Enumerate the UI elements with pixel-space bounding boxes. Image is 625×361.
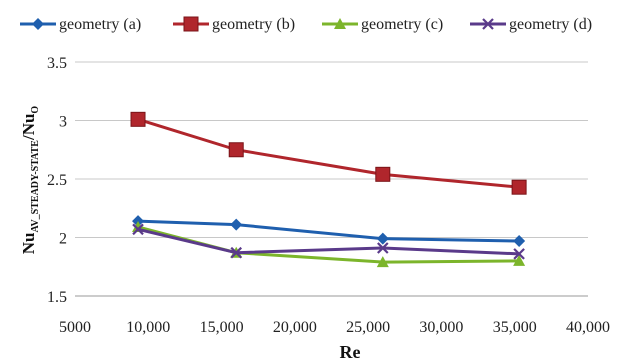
x-tick-label: 30,000 xyxy=(419,319,463,336)
data-point xyxy=(511,179,527,195)
data-point xyxy=(130,111,146,127)
marker-stroke xyxy=(230,246,243,259)
legend-marker xyxy=(183,16,199,32)
y-tick-label: 3.5 xyxy=(47,55,67,72)
series-group xyxy=(130,111,527,268)
series-d xyxy=(132,223,525,260)
y-axis-title-sep: /Nu xyxy=(19,114,38,141)
data-point xyxy=(513,254,526,266)
legend-marker xyxy=(32,18,44,30)
series-line xyxy=(137,227,520,256)
data-point xyxy=(230,246,243,259)
series-b xyxy=(130,111,527,195)
x-axis-title: Re xyxy=(340,342,361,361)
series-line xyxy=(137,117,520,189)
legend-label: geometry (d) xyxy=(509,16,592,33)
marker-stroke xyxy=(377,242,389,254)
legend-item-b: geometry (b) xyxy=(173,16,295,33)
x-tick-label: 25,000 xyxy=(346,319,390,336)
legend-label: geometry (c) xyxy=(361,16,443,33)
x-tick-label: 35,000 xyxy=(493,319,537,336)
data-point xyxy=(513,248,525,260)
data-point xyxy=(230,218,243,231)
x-tick-label: 40,000 xyxy=(566,319,610,336)
legend-marker xyxy=(334,18,346,29)
data-point xyxy=(132,223,144,236)
marker-stroke xyxy=(513,248,525,260)
x-axis-ticks: 5000 10,000 15,000 20,000 25,000 30,000 35,000… xyxy=(59,319,610,336)
marker-stroke xyxy=(132,223,144,236)
series-line xyxy=(137,219,520,243)
data-point xyxy=(377,242,389,254)
x-tick-label: 5000 xyxy=(59,319,91,336)
x-tick-label: 10,000 xyxy=(126,319,170,336)
y-tick-label: 1.5 xyxy=(47,289,67,306)
y-axis-title-sub2: O xyxy=(30,106,41,114)
x-tick-label: 20,000 xyxy=(273,319,317,336)
marker-stroke xyxy=(482,18,494,30)
legend-item-a: geometry (a) xyxy=(20,16,141,33)
y-axis-ticks: 1.5 2 2.5 3 3.5 xyxy=(47,55,67,306)
y-axis-title-main: Nu xyxy=(19,232,38,254)
series-c xyxy=(132,220,526,268)
gridlines xyxy=(75,61,588,297)
legend-item-d: geometry (d) xyxy=(470,16,592,33)
legend-label: geometry (a) xyxy=(59,16,141,33)
x-tick-label: 15,000 xyxy=(200,319,244,336)
data-point xyxy=(228,142,244,158)
data-point xyxy=(375,166,391,182)
data-point xyxy=(513,235,526,248)
y-axis-title: NuAV_STEADY-STATE/NuO xyxy=(19,106,41,255)
y-tick-label: 3 xyxy=(59,114,67,131)
y-tick-label: 2 xyxy=(59,231,67,248)
legend-label: geometry (b) xyxy=(212,16,295,33)
legend-item-c: geometry (c) xyxy=(322,16,443,33)
y-axis-title-sub: AV_STEADY-STATE xyxy=(30,140,41,233)
svg-text:NuAV_STEADY-STATE/NuO: NuAV_STEADY-STATE/NuO xyxy=(19,106,41,255)
legend-marker xyxy=(482,18,494,30)
data-point xyxy=(376,232,389,245)
data-point xyxy=(376,256,389,268)
y-tick-label: 2.5 xyxy=(47,172,67,189)
legend: geometry (a) geometry (b) geometry (c) geom… xyxy=(20,16,592,33)
